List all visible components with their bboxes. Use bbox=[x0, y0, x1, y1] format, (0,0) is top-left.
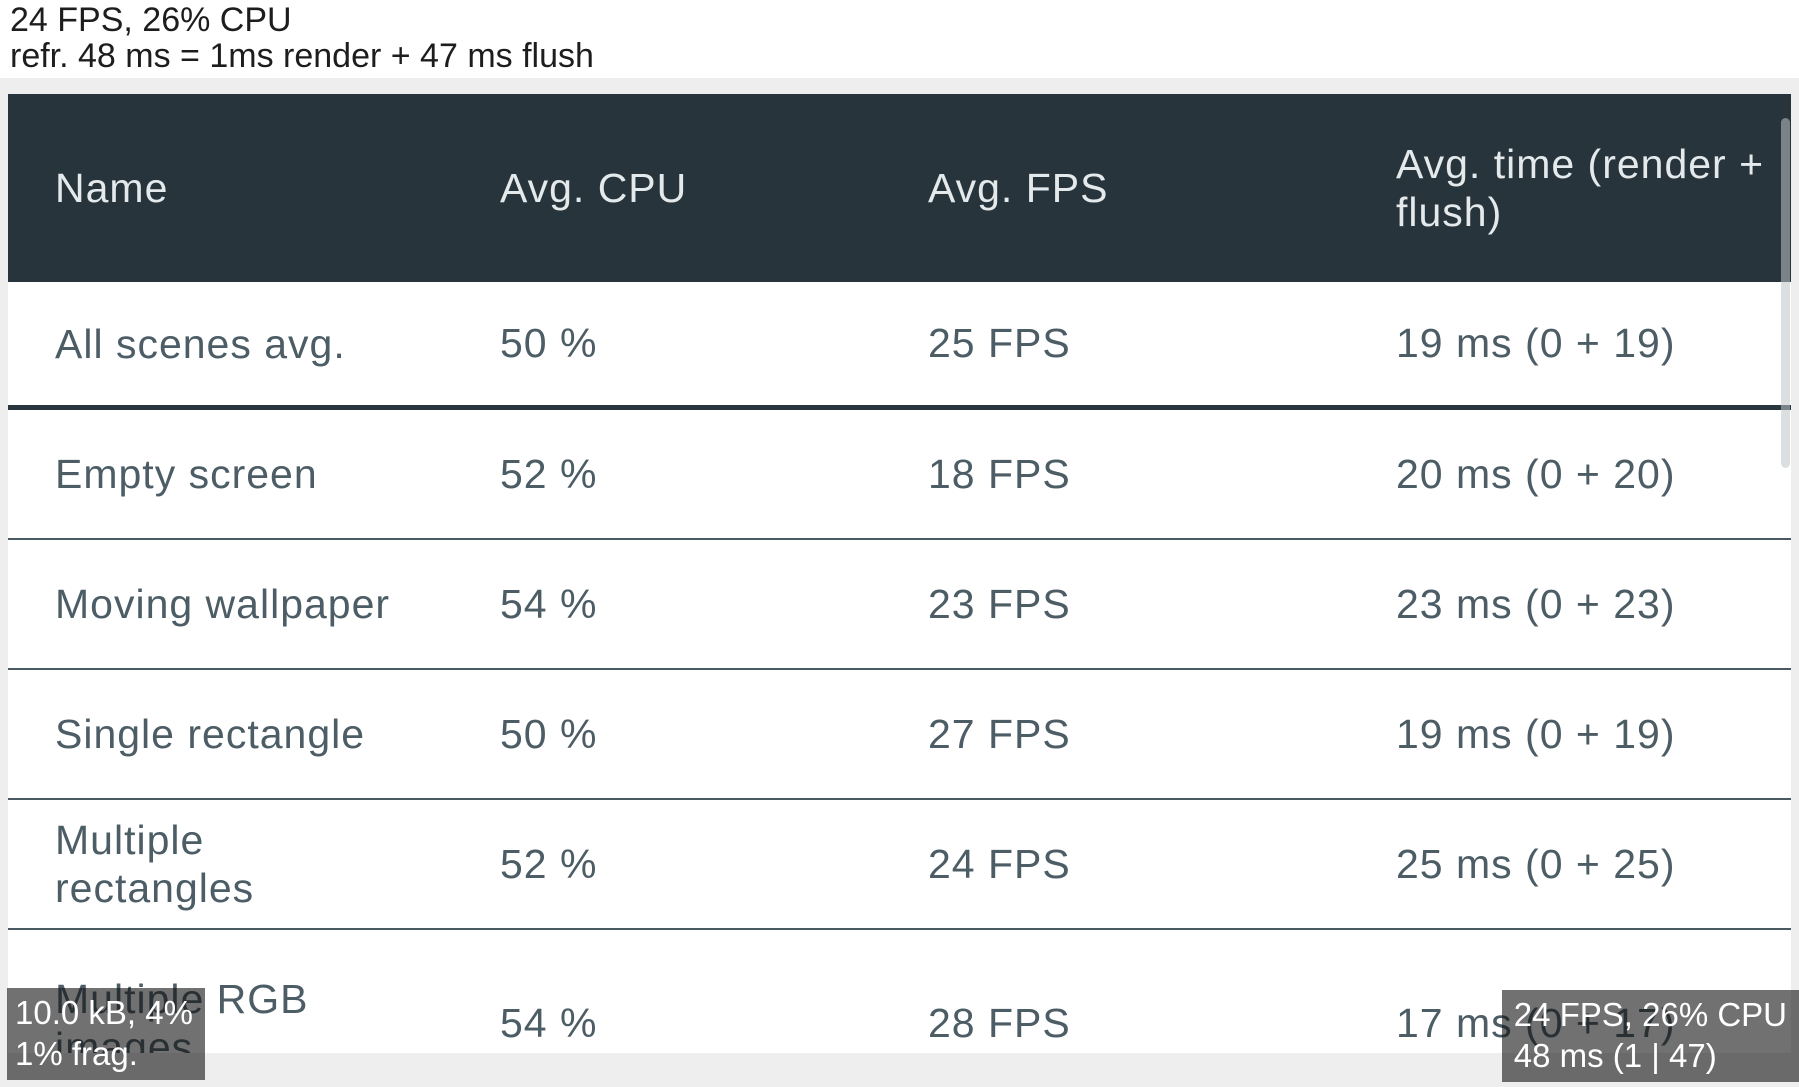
scene-name-cell: Moving wallpaper bbox=[55, 581, 391, 627]
column-header-avg-time: Avg. time (render + flush) bbox=[1396, 141, 1765, 235]
table-header-row: Name Avg. CPU Avg. FPS Avg. time (render… bbox=[8, 94, 1791, 282]
avg-fps-cell: 28 FPS bbox=[928, 999, 1071, 1046]
table-row-single-rectangle: Single rectangle 50 % 27 FPS 19 ms (0 + 19) bbox=[8, 670, 1791, 800]
avg-fps-cell: 18 FPS bbox=[928, 450, 1071, 497]
column-header-name: Name bbox=[55, 164, 169, 211]
column-header-avg-fps: Avg. FPS bbox=[928, 164, 1109, 211]
memory-monitor-overlay: 10.0 kB, 4% 1% frag. bbox=[7, 988, 205, 1080]
avg-cpu-cell: 50 % bbox=[500, 710, 598, 757]
avg-fps-cell: 25 FPS bbox=[928, 320, 1071, 366]
avg-time-cell: 25 ms (0 + 25) bbox=[1396, 840, 1676, 887]
scene-name-cell: Single rectangle bbox=[55, 711, 366, 757]
memory-monitor-line1: 10.0 kB, 4% bbox=[15, 994, 193, 1031]
avg-cpu-cell: 50 % bbox=[500, 320, 598, 366]
avg-cpu-cell: 52 % bbox=[500, 450, 598, 497]
avg-time-cell: 23 ms (0 + 23) bbox=[1396, 580, 1676, 627]
table-body: All scenes avg. 50 % 25 FPS 19 ms (0 + 19) E… bbox=[8, 282, 1791, 1053]
avg-cpu-cell: 52 % bbox=[500, 840, 598, 887]
avg-fps-cell: 24 FPS bbox=[928, 840, 1071, 887]
performance-monitor-label: 24 FPS, 26% CPU refr. 48 ms = 1ms render… bbox=[10, 2, 594, 74]
vertical-scrollbar-thumb[interactable] bbox=[1781, 118, 1790, 468]
table-row-multiple-rectangles: Multiple rectangles 52 % 24 FPS 25 ms (0 + … bbox=[8, 800, 1791, 930]
performance-monitor-line2: refr. 48 ms = 1ms render + 47 ms flush bbox=[10, 37, 594, 75]
avg-cpu-cell: 54 % bbox=[500, 999, 598, 1046]
performance-monitor-line1: 24 FPS, 26% CPU bbox=[10, 1, 292, 39]
scene-name-cell: Empty screen bbox=[55, 451, 318, 497]
scene-name-cell: Multiple rectangles bbox=[55, 817, 255, 911]
avg-fps-cell: 27 FPS bbox=[928, 710, 1071, 757]
fps-monitor-line2: 48 ms (1 | 47) bbox=[1513, 1037, 1717, 1074]
avg-time-cell: 19 ms (0 + 19) bbox=[1396, 710, 1676, 757]
fps-monitor-overlay: 24 FPS, 26% CPU 48 ms (1 | 47) bbox=[1501, 990, 1799, 1082]
table-row-moving-wallpaper: Moving wallpaper 54 % 23 FPS 23 ms (0 + 23) bbox=[8, 540, 1791, 670]
scene-name-cell: All scenes avg. bbox=[55, 320, 346, 367]
memory-monitor-line2: 1% frag. bbox=[15, 1035, 138, 1072]
avg-fps-cell: 23 FPS bbox=[928, 580, 1071, 627]
column-header-avg-cpu: Avg. CPU bbox=[500, 164, 688, 211]
table-row-empty-screen: Empty screen 52 % 18 FPS 20 ms (0 + 20) bbox=[8, 410, 1791, 540]
avg-time-cell: 19 ms (0 + 19) bbox=[1396, 320, 1676, 366]
benchmark-results-table[interactable]: Name Avg. CPU Avg. FPS Avg. time (render… bbox=[8, 94, 1791, 1053]
avg-cpu-cell: 54 % bbox=[500, 580, 598, 627]
table-row-all-scenes-avg-: All scenes avg. 50 % 25 FPS 19 ms (0 + 19) bbox=[8, 282, 1791, 410]
fps-monitor-line1: 24 FPS, 26% CPU bbox=[1513, 996, 1787, 1033]
avg-time-cell: 20 ms (0 + 20) bbox=[1396, 450, 1676, 497]
